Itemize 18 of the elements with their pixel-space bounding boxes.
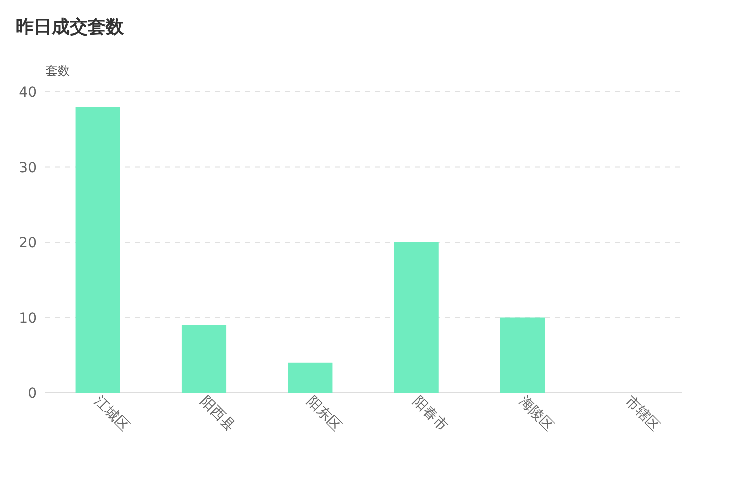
x-tick-label: 阳西县 (197, 394, 238, 435)
x-tick-label: 江城区 (91, 394, 132, 435)
y-tick-label: 0 (28, 386, 37, 402)
x-tick-label: 市辖区 (622, 394, 664, 435)
y-axis-title: 套数 (46, 64, 70, 78)
y-tick-label: 10 (19, 310, 37, 327)
bar (394, 242, 439, 393)
y-tick-label: 40 (19, 85, 37, 101)
bar (182, 325, 227, 393)
bar (288, 362, 333, 393)
x-tick-label: 阳春市 (410, 394, 451, 435)
x-tick-label: 阳东区 (304, 394, 345, 435)
bar (76, 107, 120, 393)
y-tick-label: 30 (19, 160, 37, 176)
y-tick-label: 20 (19, 236, 37, 252)
chart-title: 昨日成交套数 (16, 17, 125, 38)
bar (500, 318, 546, 393)
x-tick-label: 海陵区 (516, 394, 557, 435)
